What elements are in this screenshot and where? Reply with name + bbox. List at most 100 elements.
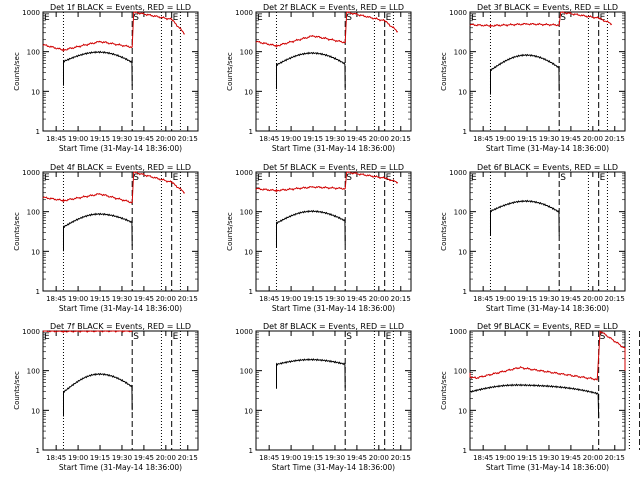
y-axis-label: Counts/sec bbox=[13, 212, 21, 251]
x-tick-label: 19:15 bbox=[90, 454, 110, 462]
y-tick-label: 1000 bbox=[235, 9, 253, 17]
panel-det-5: Det 5f BLACK = Events, RED = LLD 1 10 100 10… bbox=[226, 163, 412, 313]
y-tick-label: 1 bbox=[36, 447, 40, 455]
y-tick-label: 1000 bbox=[22, 9, 40, 17]
y-axis-label: Counts/sec bbox=[440, 212, 448, 251]
x-tick-label: 19:45 bbox=[347, 295, 367, 303]
y-tick-label: 1 bbox=[249, 128, 253, 136]
x-tick-label: 19:00 bbox=[495, 135, 515, 143]
x-axis-label: Start Time (31-May-14 18:36:00) bbox=[272, 463, 395, 472]
panel-title: Det 9f BLACK = Events, RED = LLD bbox=[477, 322, 618, 331]
marker-label: E bbox=[44, 13, 50, 23]
events-series bbox=[63, 372, 133, 417]
x-tick-label: 20:00 bbox=[583, 295, 603, 303]
x-tick-label: 19:45 bbox=[134, 295, 154, 303]
events-series bbox=[490, 53, 560, 95]
x-tick-label: 19:30 bbox=[539, 135, 559, 143]
x-tick-label: 18:45 bbox=[473, 135, 493, 143]
marker-label: E bbox=[386, 13, 392, 23]
x-tick-label: 19:30 bbox=[112, 295, 132, 303]
panel-title: Det 5f BLACK = Events, RED = LLD bbox=[263, 163, 404, 172]
marker-label: S bbox=[133, 332, 139, 342]
marker-label: S bbox=[133, 13, 139, 23]
y-tick-label: 1000 bbox=[449, 169, 467, 177]
x-tick-label: 19:45 bbox=[134, 454, 154, 462]
marker-label: E bbox=[44, 173, 50, 183]
y-tick-label: 100 bbox=[27, 49, 40, 57]
y-tick-label: 100 bbox=[454, 209, 467, 217]
panel-det-9: Det 9f BLACK = Events, RED = LLD 1 10 100 10… bbox=[440, 322, 640, 472]
x-tick-label: 19:15 bbox=[517, 135, 537, 143]
x-tick-label: 20:15 bbox=[391, 454, 411, 462]
x-tick-label: 19:15 bbox=[303, 135, 323, 143]
x-tick-label: 19:45 bbox=[561, 454, 581, 462]
marker-label: E bbox=[471, 13, 477, 23]
events-series bbox=[276, 209, 346, 248]
panel-title: Det 4f BLACK = Events, RED = LLD bbox=[50, 163, 191, 172]
marker-label: E bbox=[386, 332, 392, 342]
x-axis-label: Start Time (31-May-14 18:36:00) bbox=[486, 463, 609, 472]
marker-label: E bbox=[44, 332, 50, 342]
x-tick-label: 19:15 bbox=[303, 454, 323, 462]
x-axis-label: Start Time (31-May-14 18:36:00) bbox=[272, 304, 395, 313]
y-tick-label: 100 bbox=[454, 368, 467, 376]
y-tick-label: 10 bbox=[31, 248, 40, 256]
x-tick-label: 20:15 bbox=[605, 135, 625, 143]
lld-series bbox=[255, 171, 399, 193]
x-tick-label: 19:30 bbox=[112, 454, 132, 462]
events-series bbox=[469, 383, 600, 419]
y-tick-label: 1 bbox=[36, 128, 40, 136]
x-axis-label: Start Time (31-May-14 18:36:00) bbox=[486, 304, 609, 313]
marker-label: E bbox=[173, 13, 179, 23]
y-tick-label: 1000 bbox=[235, 328, 253, 336]
x-tick-label: 19:15 bbox=[517, 454, 537, 462]
panel-title: Det 2f BLACK = Events, RED = LLD bbox=[263, 3, 404, 12]
panel-det-1: Det 1f BLACK = Events, RED = LLD 1 10 100 10… bbox=[13, 3, 199, 153]
x-tick-label: 20:00 bbox=[369, 135, 389, 143]
x-tick-label: 20:00 bbox=[369, 295, 389, 303]
y-tick-label: 10 bbox=[31, 407, 40, 415]
y-axis-label: Counts/sec bbox=[440, 371, 448, 410]
marker-label: E bbox=[600, 173, 606, 183]
x-tick-label: 18:45 bbox=[259, 454, 279, 462]
y-tick-label: 10 bbox=[244, 248, 253, 256]
x-tick-label: 19:45 bbox=[347, 135, 367, 143]
lld-series bbox=[255, 11, 399, 49]
events-series bbox=[276, 51, 346, 90]
x-tick-label: 19:00 bbox=[68, 295, 88, 303]
y-tick-label: 1 bbox=[463, 447, 467, 455]
x-tick-label: 20:15 bbox=[178, 135, 198, 143]
panel-title: Det 7f BLACK = Events, RED = LLD bbox=[50, 322, 191, 331]
x-tick-label: 20:15 bbox=[605, 295, 625, 303]
x-tick-label: 18:45 bbox=[259, 295, 279, 303]
x-axis-label: Start Time (31-May-14 18:36:00) bbox=[59, 144, 182, 153]
panel-title: Det 3f BLACK = Events, RED = LLD bbox=[477, 3, 618, 12]
y-tick-label: 100 bbox=[240, 209, 253, 217]
x-tick-label: 20:15 bbox=[391, 135, 411, 143]
x-tick-label: 20:00 bbox=[156, 135, 176, 143]
events-series bbox=[490, 199, 560, 236]
marker-label: S bbox=[560, 13, 566, 23]
x-tick-label: 19:30 bbox=[325, 295, 345, 303]
x-tick-label: 18:45 bbox=[46, 295, 66, 303]
marker-label: E bbox=[386, 173, 392, 183]
lld-series bbox=[469, 11, 613, 28]
marker-label: S bbox=[560, 173, 566, 183]
plot-frame bbox=[255, 171, 412, 292]
panel-title: Det 1f BLACK = Events, RED = LLD bbox=[50, 3, 191, 12]
x-tick-label: 19:15 bbox=[90, 135, 110, 143]
panel-det-4: Det 4f BLACK = Events, RED = LLD 1 10 100 10… bbox=[13, 163, 199, 313]
y-tick-label: 10 bbox=[458, 407, 467, 415]
lld-series bbox=[42, 171, 186, 204]
x-tick-label: 20:15 bbox=[178, 454, 198, 462]
x-tick-label: 19:00 bbox=[68, 135, 88, 143]
plot-frame bbox=[255, 11, 412, 132]
x-tick-label: 19:00 bbox=[495, 295, 515, 303]
x-tick-label: 19:00 bbox=[281, 295, 301, 303]
lld-series bbox=[42, 11, 185, 53]
marker-label: S bbox=[346, 13, 352, 23]
y-tick-label: 10 bbox=[458, 248, 467, 256]
x-tick-label: 19:45 bbox=[561, 295, 581, 303]
x-tick-label: 20:00 bbox=[583, 135, 603, 143]
